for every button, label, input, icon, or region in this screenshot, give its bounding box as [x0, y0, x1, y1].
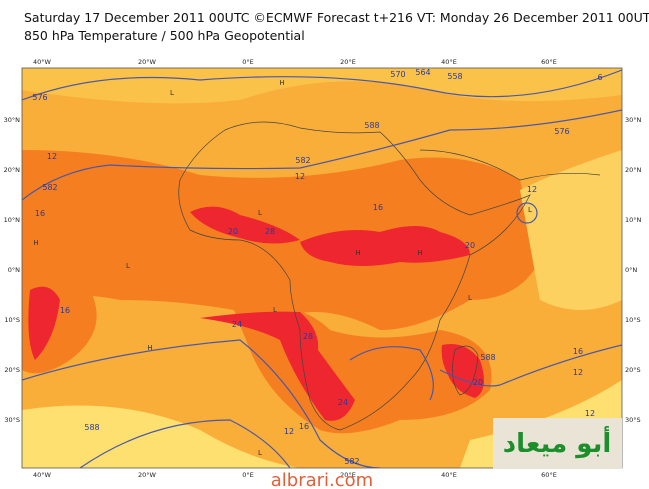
watermark: albrari.com — [271, 470, 373, 489]
lat-label: 20°S — [625, 366, 641, 374]
pressure-mark: H — [355, 249, 360, 257]
contour-label: 582 — [344, 457, 359, 466]
contour-label: 12 — [573, 368, 583, 377]
lon-label: 0°E — [242, 471, 254, 479]
contour-label: 588 — [84, 423, 99, 432]
lat-label: 30°N — [625, 116, 642, 124]
contour-label: 588 — [364, 121, 379, 130]
pressure-mark: L — [528, 206, 532, 214]
lon-label: 40°W — [33, 471, 52, 479]
lat-label: 30°S — [4, 416, 20, 424]
contour-label: 16 — [373, 203, 383, 212]
pressure-mark: L — [170, 89, 174, 97]
contour-label: 12 — [585, 409, 595, 418]
lat-label: 10°S — [4, 316, 20, 324]
lat-label: 20°N — [4, 166, 21, 174]
contour-label: 576 — [554, 127, 569, 136]
map-frame — [21, 67, 623, 469]
logo-box — [493, 418, 622, 469]
pressure-mark: H — [279, 79, 284, 87]
pressure-mark: H — [417, 249, 422, 257]
pressure-mark: L — [468, 294, 472, 302]
pressure-mark: H — [33, 239, 38, 247]
contour-label: 16 — [573, 347, 583, 356]
lon-label: 20°E — [340, 58, 356, 66]
pressure-mark: L — [258, 449, 262, 457]
lat-label: 10°N — [625, 216, 642, 224]
pressure-mark: L — [258, 209, 262, 217]
contour-label: 12 — [295, 172, 305, 181]
lat-label: 30°S — [625, 416, 641, 424]
contour-label: 16 — [35, 209, 45, 218]
contour-label: 20 — [473, 378, 483, 387]
pressure-mark: L — [273, 306, 277, 314]
lon-label: 40°E — [441, 58, 457, 66]
contour-label: 16 — [299, 422, 309, 431]
lat-label: 10°N — [4, 216, 21, 224]
contour-label: 20 — [228, 227, 238, 236]
contour-label: 12 — [284, 427, 294, 436]
lon-label: 0°E — [242, 58, 254, 66]
contour-label: 16 — [60, 306, 70, 315]
contour-label: 564 — [415, 68, 430, 77]
lon-label: 20°W — [138, 471, 157, 479]
contour-label: 24 — [338, 398, 348, 407]
lon-label: 60°E — [541, 58, 557, 66]
contour-label: 558 — [447, 72, 462, 81]
contour-label: 12 — [527, 185, 537, 194]
contour-label: 582 — [295, 156, 310, 165]
lon-label: 20°E — [340, 471, 356, 479]
logo: أبو ميعاد — [503, 426, 612, 459]
lat-label: 30°N — [4, 116, 21, 124]
contour-label: 20 — [465, 241, 475, 250]
lon-label: 40°E — [441, 471, 457, 479]
lat-label: 0°N — [625, 266, 637, 274]
map-area — [22, 68, 622, 468]
lon-label: 60°E — [541, 471, 557, 479]
lat-label: 20°N — [625, 166, 642, 174]
lon-label: 20°W — [138, 58, 157, 66]
contour-label: 28 — [265, 227, 275, 236]
contour-label: 12 — [47, 152, 57, 161]
pressure-mark: L — [126, 262, 130, 270]
contour-label: 576 — [32, 93, 47, 102]
lon-label: 40°W — [33, 58, 52, 66]
pressure-mark: H — [147, 344, 152, 352]
contour-label: 24 — [232, 320, 242, 329]
contour-label: 582 — [42, 183, 57, 192]
contour-label: 6 — [597, 73, 602, 82]
lat-label: 10°S — [625, 316, 641, 324]
contour-label: 28 — [303, 332, 313, 341]
title: Saturday 17 December 2011 00UTC ©ECMWF F… — [24, 10, 649, 25]
lat-label: 20°S — [4, 366, 20, 374]
contour-label: 588 — [480, 353, 495, 362]
lat-label: 0°N — [8, 266, 20, 274]
contour-label: 570 — [390, 70, 405, 79]
subtitle: 850 hPa Temperature / 500 hPa Geopotenti… — [24, 28, 305, 43]
